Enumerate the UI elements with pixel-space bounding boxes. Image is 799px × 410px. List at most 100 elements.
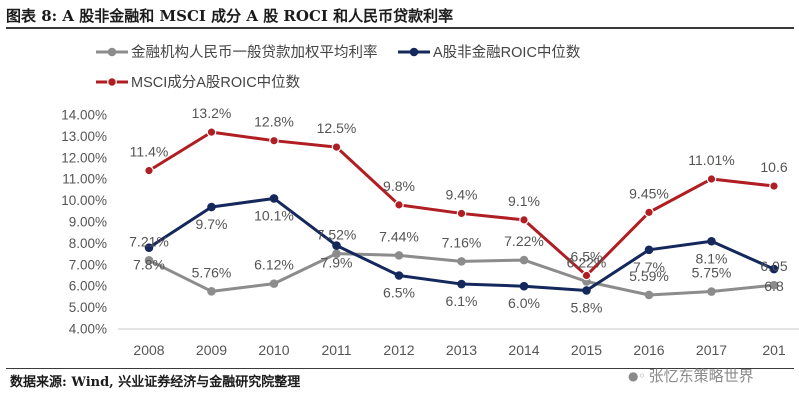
data-label: 9.1% [508,193,540,209]
data-label: 9.7% [196,216,228,232]
data-label: 6.1% [446,293,478,309]
data-label: 7.8% [133,257,165,273]
data-point [206,127,217,137]
x-tick-label: 2009 [196,342,227,358]
data-label: 5.75% [692,265,732,281]
x-axis: 2008 2009 2010 2011 2012 2013 2014 2015 2016 2017… [118,328,799,358]
data-point [644,245,654,255]
data-point [332,249,341,258]
data-label: 6.8 [764,278,784,294]
data-point [769,280,779,290]
data-label: 5.59% [629,268,669,284]
y-tick-label: 11.00% [62,172,107,187]
data-point [519,215,529,225]
data-point [769,264,779,274]
line-chart: 金融机构人民币一般贷款加权平均利率 A股非金融ROIC中位数 MSCI成分A股ROI… [61,44,799,358]
data-label: 11.4% [130,144,169,160]
data-point [394,271,404,280]
y-tick-label: 9.00% [69,215,107,230]
data-point [519,281,529,291]
data-point [269,279,279,288]
legend-label: MSCI成分A股ROIC中位数 [131,74,301,91]
watermark: ●◦ 张忆东策略世界 [628,364,754,388]
plot-area [144,127,779,300]
legend-swatch-marker [107,47,117,57]
data-label: 9.8% [383,178,415,194]
y-tick-label: 4.00% [69,322,107,337]
data-label: 10.6 [760,159,787,175]
legend: 金融机构人民币一般贷款加权平均利率 A股非金融ROIC中位数 MSCI成分A股ROI… [96,44,581,91]
y-tick-label: 8.00% [69,236,107,251]
data-label: 11.01% [688,152,734,168]
data-labels: 7.21% 5.76% 6.12% 7.52% 7.44% 7.16% 7.22% 6.22%… [129,105,788,315]
data-point [456,208,467,219]
data-label: 6.22% [567,254,607,270]
x-tick-label: 2013 [446,342,477,358]
data-label: 12.5% [317,120,357,136]
data-point [707,287,716,296]
data-label: 6.5% [571,249,603,265]
data-point [457,257,466,266]
page-title: 图表 8: A 股非金融和 MSCI 成分 A 股 ROCI 和人民币贷款利率 [6,7,454,25]
data-label: 6.0% [508,295,540,311]
data-label: 12.8% [254,114,294,130]
data-point [644,207,654,218]
data-point [769,181,779,191]
data-point [582,286,591,295]
data-point [457,279,466,289]
data-label: 13.2% [192,105,232,121]
data-point [332,241,341,250]
data-point [207,287,216,296]
x-tick-label: 2010 [258,342,289,358]
data-point [144,165,154,176]
x-tick-label: 2017 [696,342,727,358]
data-label: 7.16% [442,234,482,250]
data-label: 7.22% [504,233,544,249]
data-point [519,255,529,265]
source-note: 数据来源: Wind, 兴业证券经济与金融研究院整理 [10,375,301,390]
x-tick-label: 2014 [508,342,539,358]
y-tick-label: 14.00% [61,108,107,123]
data-point [269,194,279,203]
y-tick-label: 6.00% [69,279,107,294]
data-label: 8.1% [696,250,728,266]
y-tick-label: 7.00% [69,257,107,272]
data-point [144,256,154,265]
wechat-icon: ●◦ [628,369,646,383]
data-label: 7.7% [633,259,665,275]
y-tick-label: 10.00% [61,193,107,208]
x-tick-label: 2011 [321,342,351,358]
y-tick-label: 13.00% [61,129,107,144]
source-divider [6,368,794,369]
data-label: 9.45% [629,185,669,201]
y-tick-label: 12.00% [61,150,107,165]
data-label: 7.9% [321,255,353,271]
data-label: 7.21% [129,233,169,249]
y-axis: 4.00% 5.00% 6.00% 7.00% 8.00% 9.00% 10.00% 11.0… [61,108,107,337]
legend-swatch-marker [409,47,419,57]
data-point [707,236,716,246]
data-point [269,135,279,146]
data-label: 5.76% [192,264,232,280]
data-point [581,270,592,281]
title-divider [6,27,794,29]
y-tick-label: 5.00% [69,300,107,315]
data-point [144,243,154,252]
data-point [394,200,404,210]
x-tick-label: 201 [762,342,786,358]
data-point [644,290,654,300]
legend-label: A股非金融ROIC中位数 [433,44,581,61]
data-label: 7.44% [379,228,419,244]
data-label: 9.4% [446,186,478,202]
x-tick-label: 2012 [383,342,414,358]
data-point [394,251,404,260]
data-label: 10.1% [254,207,294,223]
watermark-text: 张忆东策略世界 [648,367,754,385]
legend-label: 金融机构人民币一般贷款加权平均利率 [131,44,378,61]
data-label: 6.12% [254,257,294,273]
x-tick-label: 2008 [133,342,164,358]
data-label: 7.52% [317,227,357,243]
data-label: 6.05 [760,258,787,274]
data-label: 5.8% [571,299,603,315]
data-point [706,174,717,184]
